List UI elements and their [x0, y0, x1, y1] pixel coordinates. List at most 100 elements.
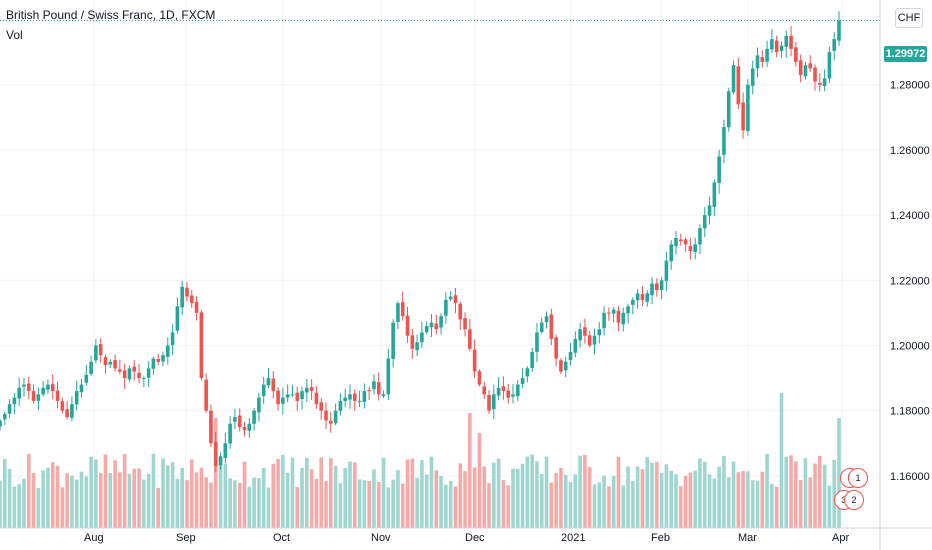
candle-body	[319, 402, 324, 411]
candle-body	[544, 316, 549, 323]
candle-body	[161, 355, 165, 362]
volume-bar	[583, 454, 587, 528]
volume-bar	[410, 458, 415, 528]
candle-body	[410, 335, 415, 349]
last-price-label: 1.29972	[884, 46, 927, 62]
candle-body	[717, 156, 721, 183]
volume-bars	[0, 393, 841, 528]
candle-body	[688, 246, 693, 251]
x-tick-label: Mar	[738, 532, 757, 544]
volume-bar	[453, 486, 458, 528]
symbol-title[interactable]: British Pound / Swiss Franc, 1D, FXCM	[6, 8, 216, 22]
volume-bar	[31, 473, 36, 528]
currency-button[interactable]: CHF	[895, 8, 923, 28]
volume-indicator-label[interactable]: Vol	[6, 28, 23, 42]
candle-body	[209, 410, 213, 444]
candle-body	[213, 442, 218, 467]
candle-body	[333, 410, 338, 424]
volume-bar	[156, 487, 161, 528]
volume-bar	[175, 478, 180, 528]
candle-body	[391, 322, 395, 359]
volume-bar	[189, 459, 194, 528]
candle-body	[487, 394, 491, 411]
volume-bar	[424, 474, 429, 528]
volume-bar	[669, 470, 673, 528]
volume-bar	[755, 480, 760, 528]
candle-body	[578, 329, 582, 341]
candle-body	[36, 394, 41, 401]
candle-body	[477, 371, 482, 385]
candle-body	[813, 67, 817, 82]
volume-bar	[276, 459, 280, 528]
candle-body	[98, 344, 103, 356]
candle-body	[472, 349, 477, 372]
candle-body	[655, 283, 659, 291]
volume-bar	[827, 485, 832, 528]
candle-body	[683, 239, 688, 245]
event-badge-icon[interactable]: 2	[844, 490, 864, 510]
candle-body	[597, 329, 602, 336]
volume-bar	[400, 483, 405, 528]
candle-body	[65, 409, 69, 418]
candle-body	[204, 379, 208, 411]
candle-body	[592, 335, 597, 345]
volume-bar	[22, 478, 26, 528]
volume-bar	[166, 465, 170, 528]
y-tick-label: 1.16000	[890, 471, 930, 483]
volume-bar	[252, 477, 256, 528]
candle-body	[424, 325, 429, 333]
volume-bar	[798, 479, 803, 528]
volume-bar	[472, 467, 477, 528]
candle-body	[118, 369, 122, 372]
volume-bar	[501, 480, 506, 528]
volume-bar	[26, 453, 31, 528]
candle-body	[55, 390, 60, 401]
candle-body	[515, 384, 520, 397]
candle-body	[712, 182, 717, 207]
candle-body	[329, 420, 333, 424]
candle-body	[755, 55, 760, 69]
volume-bar	[65, 473, 69, 528]
volume-bar	[352, 462, 357, 528]
volume-bar	[146, 473, 151, 528]
candle-body	[89, 361, 93, 374]
candle-body	[12, 397, 17, 405]
x-tick-label: Aug	[84, 532, 104, 544]
volume-bar	[223, 463, 228, 528]
candle-body	[314, 392, 319, 405]
candle-body	[506, 390, 510, 398]
candle-body	[818, 82, 822, 85]
volume-bar	[12, 486, 17, 528]
candle-body	[79, 384, 84, 393]
candle-body	[70, 404, 74, 418]
candle-body	[770, 39, 774, 50]
candle-body	[702, 215, 707, 229]
volume-bar	[822, 464, 827, 528]
price-candles	[0, 11, 841, 472]
volume-bar	[429, 456, 434, 528]
volume-bar	[415, 477, 419, 528]
candle-body	[372, 381, 376, 390]
chart-grid	[0, 0, 880, 528]
event-badge-icon[interactable]: 1	[848, 468, 868, 488]
volume-bar	[362, 480, 367, 528]
volume-bar	[707, 474, 712, 528]
volume-bar	[242, 461, 247, 528]
candle-body	[463, 318, 467, 330]
volume-bar	[750, 480, 755, 528]
time-axis[interactable]: Aug Sep Oct Nov Dec 2021 Feb Mar Apr	[0, 527, 932, 544]
candle-body	[170, 332, 175, 345]
volume-bar	[693, 470, 697, 528]
candle-body	[832, 39, 837, 51]
candle-body	[257, 397, 261, 413]
candle-body	[189, 295, 194, 304]
candle-body	[731, 65, 736, 93]
volume-bar	[343, 468, 347, 528]
candle-body	[400, 302, 405, 317]
volume-bar	[333, 465, 338, 528]
volume-bar	[113, 460, 117, 528]
price-axis[interactable]: 1.16000 1.18000 1.20000 1.22000 1.24000 1.260…	[879, 0, 930, 550]
volume-bar	[803, 458, 808, 528]
y-tick-label: 1.28000	[890, 80, 930, 92]
